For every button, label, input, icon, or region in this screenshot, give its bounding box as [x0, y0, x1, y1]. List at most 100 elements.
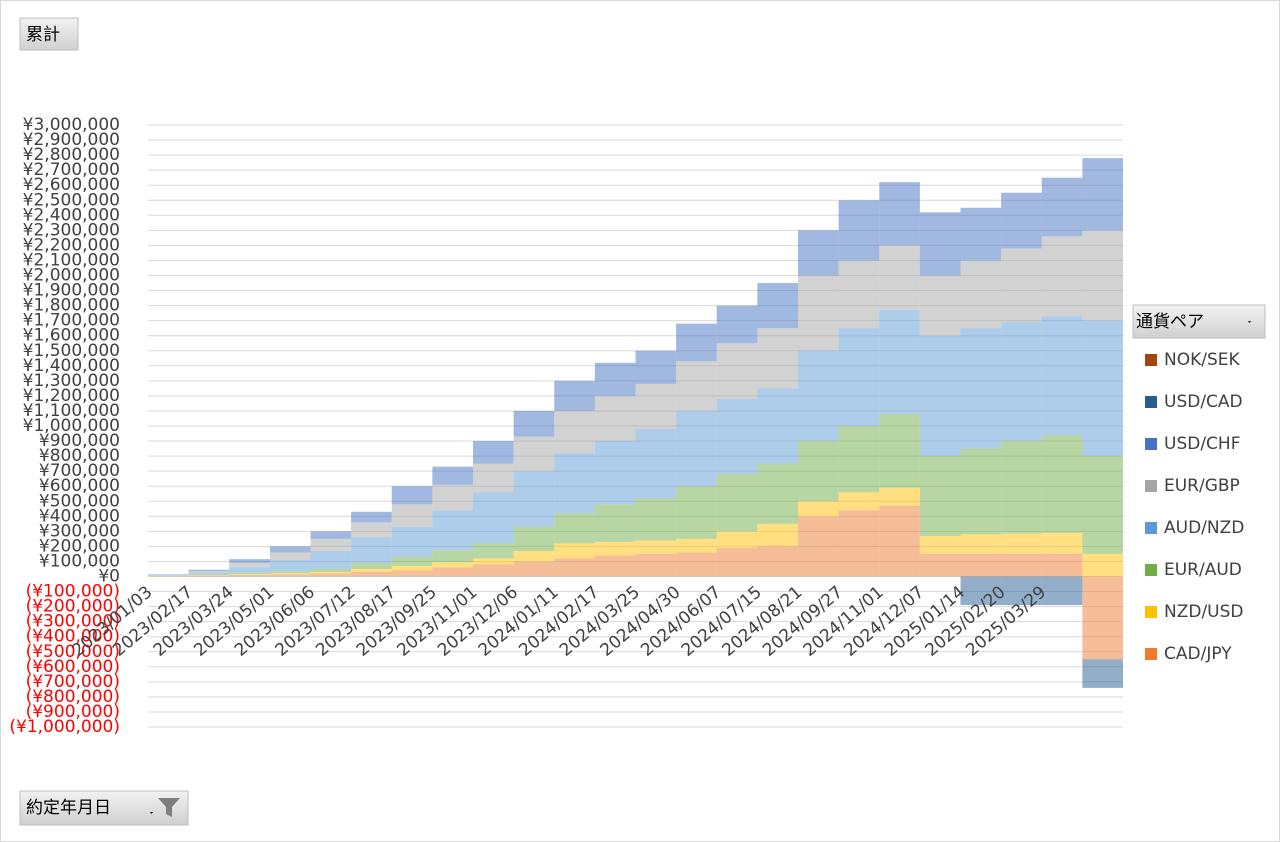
y-tick-label: ¥1,100,000 — [23, 401, 120, 421]
bar-segment — [635, 429, 677, 499]
bar-segment — [716, 305, 758, 344]
bar-segment — [148, 575, 189, 576]
bar-segment — [229, 567, 270, 573]
bar-segment — [838, 492, 880, 511]
y-tick-label: ¥2,400,000 — [23, 205, 120, 225]
bar-segment — [513, 471, 555, 527]
bar-segment — [594, 504, 636, 542]
bar-segment — [1001, 576, 1042, 606]
y-tick-label: ¥300,000 — [39, 521, 120, 541]
bar-segment — [351, 511, 392, 523]
bar-segment — [513, 436, 555, 472]
bar-segment — [554, 558, 595, 577]
bar-segment — [351, 571, 392, 577]
y-tick-label: ¥1,400,000 — [23, 356, 120, 376]
legend-swatch — [1145, 648, 1157, 660]
legend-swatch — [1145, 606, 1157, 618]
bar-segment — [676, 486, 717, 539]
bar-segment — [879, 245, 920, 311]
bar-segment — [554, 513, 595, 544]
bar-segment — [1001, 441, 1042, 534]
bar-segment — [554, 453, 595, 514]
bar-segment — [473, 543, 514, 559]
y-tick-label: ¥2,000,000 — [23, 266, 120, 286]
bar-segment — [879, 487, 920, 506]
legend-label: USD/CAD — [1164, 392, 1243, 412]
bar-segment — [1082, 576, 1123, 660]
bar-segment — [757, 546, 798, 577]
legend-swatch — [1145, 522, 1157, 534]
bar-segment — [188, 575, 230, 577]
legend-swatch — [1145, 564, 1157, 576]
y-tick-label: ¥1,800,000 — [23, 296, 120, 316]
bar-segment — [594, 395, 636, 442]
bar-segment — [594, 555, 636, 577]
legend-swatch — [1145, 396, 1157, 408]
y-tick-label: ¥1,300,000 — [23, 371, 120, 391]
bar-segment — [188, 574, 230, 576]
bar-segment — [838, 510, 880, 577]
bar-segment — [960, 553, 1002, 577]
bar-segment — [1001, 553, 1042, 577]
bar-segment — [716, 398, 758, 475]
bar-segment — [594, 441, 636, 505]
bar-segment — [919, 275, 961, 336]
bar-segment — [838, 200, 880, 261]
bar-segment — [1041, 316, 1083, 436]
bar-segment — [838, 426, 880, 493]
bar-segment — [229, 572, 270, 575]
bar-segment — [960, 576, 1002, 606]
y-tick-label: ¥1,500,000 — [23, 341, 120, 361]
y-tick-label: (¥400,000) — [26, 627, 120, 647]
bar-segment — [229, 574, 270, 577]
filter-icon[interactable] — [158, 798, 180, 817]
bar-segment — [269, 552, 311, 560]
y-tick-label: ¥1,000,000 — [23, 416, 120, 436]
bar-segment — [391, 556, 433, 566]
y-tick-label: ¥600,000 — [39, 476, 120, 496]
bar-segment — [1082, 230, 1123, 321]
y-tick-label: ¥2,700,000 — [23, 160, 120, 180]
bar-segment — [1082, 158, 1123, 231]
bar-segment — [391, 565, 433, 571]
bar-segment — [676, 552, 717, 577]
bar-segment — [1082, 320, 1123, 457]
bar-segment — [513, 550, 555, 562]
bar-segment — [960, 260, 1002, 329]
bar-segment — [269, 573, 311, 575]
legend-swatch — [1145, 480, 1157, 492]
bar-segment — [1001, 192, 1042, 249]
legend-title: 通貨ペア — [1136, 312, 1204, 332]
value-field-button[interactable] — [19, 17, 79, 51]
bar-segment — [310, 538, 352, 551]
legend-swatch — [1145, 438, 1157, 450]
bar-segment — [1082, 659, 1123, 688]
y-tick-label: ¥1,900,000 — [23, 281, 120, 301]
y-tick-label: ¥0 — [98, 567, 120, 587]
y-tick-label: ¥400,000 — [39, 506, 120, 526]
bar-segment — [1041, 576, 1083, 606]
bar-segment — [188, 572, 230, 575]
bar-segment — [351, 537, 392, 563]
bar-segment — [310, 568, 352, 572]
axis-field-button[interactable] — [19, 790, 189, 826]
y-tick-label: ¥2,600,000 — [23, 175, 120, 195]
bar-segment — [432, 510, 473, 551]
bar-segment — [269, 559, 311, 572]
bar-segment — [1041, 435, 1083, 533]
dropdown-arrow — [150, 812, 153, 814]
bar-segment — [148, 574, 189, 576]
bar-segment — [919, 553, 961, 577]
y-tick-label: ¥1,600,000 — [23, 326, 120, 346]
bar-segment — [919, 535, 961, 554]
bar-segment — [960, 328, 1002, 449]
bar-segment — [635, 540, 677, 554]
bar-segment — [1041, 177, 1083, 237]
bar-segment — [188, 569, 230, 572]
bar-segment — [919, 212, 961, 276]
bar-segment — [554, 380, 595, 411]
legend-field-button[interactable] — [1132, 304, 1266, 339]
y-tick-label: (¥300,000) — [26, 612, 120, 632]
bar-segment — [1082, 456, 1123, 554]
bar-segment — [757, 388, 798, 464]
